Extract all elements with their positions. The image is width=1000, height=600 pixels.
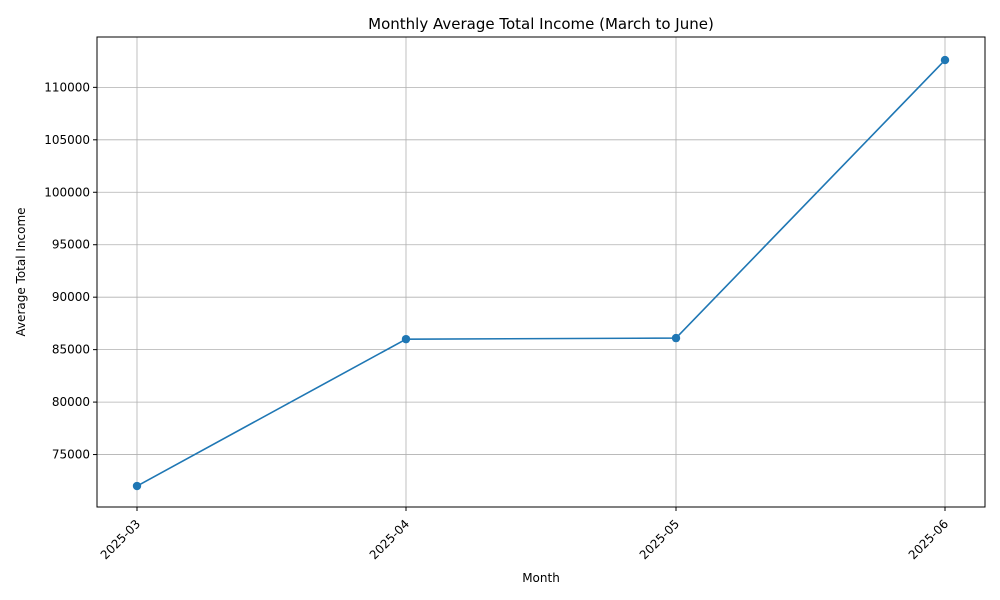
series-markers-layer xyxy=(132,55,950,491)
y-tick-label: 110000 xyxy=(44,80,90,94)
y-tick-label: 80000 xyxy=(52,395,90,409)
x-tick-label: 2025-06 xyxy=(906,517,951,562)
data-point-marker xyxy=(401,334,411,344)
x-axis-ticks: 2025-03 2025-04 2025-05 2025-06 xyxy=(98,507,951,562)
plot-frame xyxy=(96,36,986,508)
chart-title: Monthly Average Total Income (March to J… xyxy=(368,15,714,33)
x-tick-label: 2025-04 xyxy=(367,517,412,562)
grid-lines xyxy=(97,37,985,507)
data-point-marker xyxy=(671,333,681,343)
series-line-layer xyxy=(136,59,946,487)
series-line xyxy=(136,59,946,487)
data-point-marker xyxy=(132,481,142,491)
x-tick-label: 2025-05 xyxy=(637,517,682,562)
data-point-marker xyxy=(940,55,950,65)
y-tick-label: 95000 xyxy=(52,238,90,252)
y-tick-label: 85000 xyxy=(52,343,90,357)
x-tick-label: 2025-03 xyxy=(98,517,143,562)
y-axis-label: Average Total Income xyxy=(14,207,28,336)
y-tick-label: 100000 xyxy=(44,185,90,199)
y-tick-label: 75000 xyxy=(52,448,90,462)
y-axis-ticks: 75000 80000 85000 90000 95000 100000 105000 110… xyxy=(44,80,97,462)
y-tick-label: 90000 xyxy=(52,290,90,304)
y-tick-label: 105000 xyxy=(44,133,90,147)
x-axis-label: Month xyxy=(522,571,560,585)
